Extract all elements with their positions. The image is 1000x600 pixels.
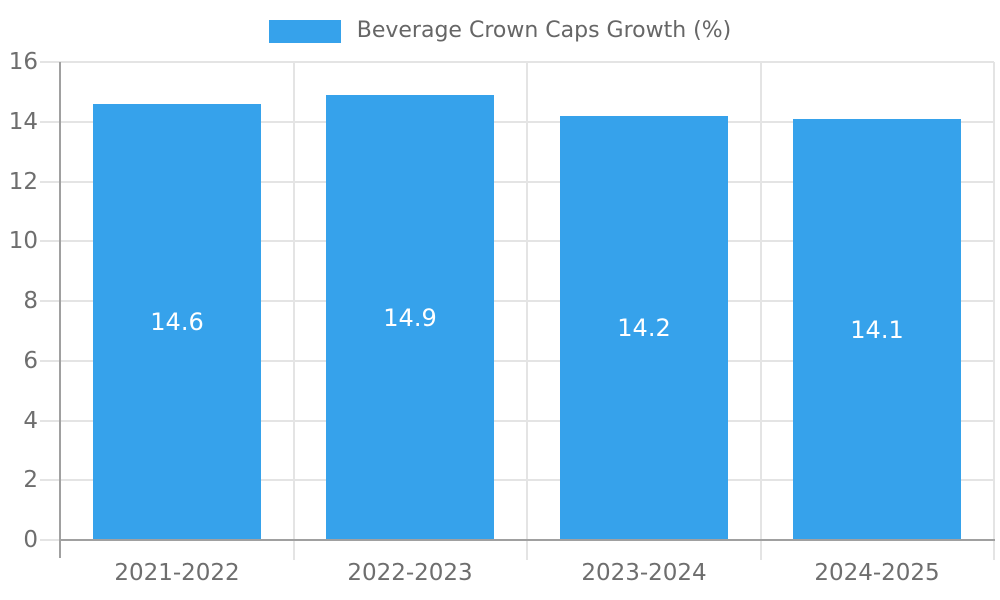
x-gridline	[993, 62, 995, 540]
x-tick-mark	[760, 540, 762, 560]
y-axis-line	[59, 62, 61, 558]
bar-value-label: 14.1	[850, 315, 904, 344]
legend-label: Beverage Crown Caps Growth (%)	[356, 18, 732, 43]
bar[interactable]: 14.9	[326, 95, 494, 540]
y-tick-mark	[40, 121, 60, 123]
y-tick-mark	[40, 181, 60, 183]
y-tick-label: 14	[8, 109, 38, 135]
legend-swatch	[268, 19, 341, 43]
x-tick-label: 2023-2024	[581, 560, 707, 586]
bar[interactable]: 14.6	[93, 104, 261, 540]
y-tick-mark	[40, 240, 60, 242]
x-gridline	[293, 62, 295, 540]
y-tick-label: 16	[8, 49, 38, 75]
y-tick-mark	[40, 539, 60, 541]
y-tick-label: 10	[8, 228, 38, 254]
x-tick-label: 2024-2025	[814, 560, 940, 586]
x-tick-mark	[526, 540, 528, 560]
x-tick-mark	[993, 540, 995, 560]
chart-legend[interactable]: Beverage Crown Caps Growth (%)	[0, 17, 1000, 45]
bar[interactable]: 14.1	[793, 119, 961, 540]
y-tick-mark	[40, 360, 60, 362]
bar-value-label: 14.9	[383, 303, 437, 332]
y-tick-label: 8	[23, 288, 38, 314]
x-gridline	[526, 62, 528, 540]
y-tick-mark	[40, 300, 60, 302]
y-tick-mark	[40, 420, 60, 422]
y-tick-label: 4	[23, 408, 38, 434]
x-axis-line	[59, 539, 995, 541]
y-tick-label: 6	[23, 348, 38, 374]
y-tick-label: 12	[8, 169, 38, 195]
x-tick-label: 2022-2023	[347, 560, 473, 586]
x-gridline	[760, 62, 762, 540]
y-tick-mark	[40, 479, 60, 481]
bar[interactable]: 14.2	[560, 116, 728, 540]
bar-value-label: 14.6	[150, 308, 204, 336]
y-tick-label: 0	[23, 527, 38, 553]
y-tick-label: 2	[23, 467, 38, 493]
bar-value-label: 14.2	[617, 314, 671, 342]
x-tick-label: 2021-2022	[114, 560, 240, 586]
y-tick-mark	[40, 61, 60, 63]
x-tick-mark	[293, 540, 295, 560]
